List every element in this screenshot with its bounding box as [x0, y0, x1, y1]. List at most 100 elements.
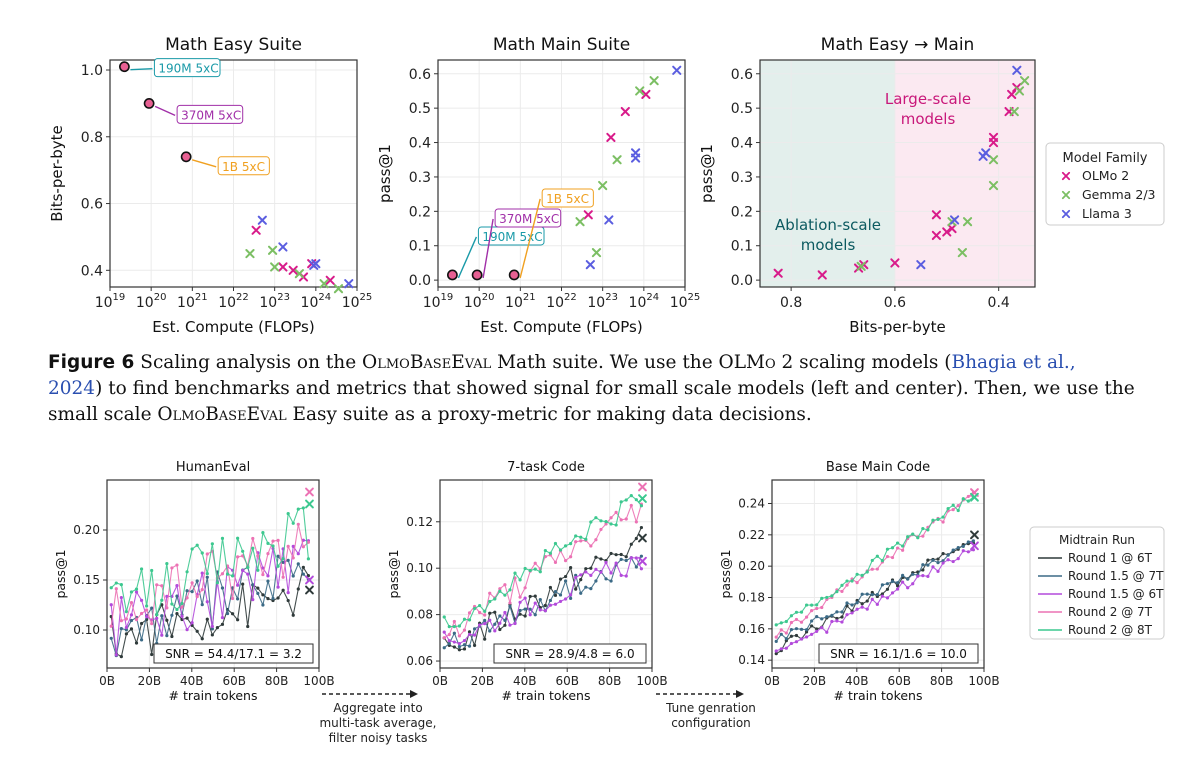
series-point-run_r15_6t: [634, 556, 638, 560]
series-point-run_r2_7t: [604, 522, 608, 526]
series-point-run_r2_8t: [574, 534, 578, 538]
y-axis-label: pass@1: [698, 144, 716, 203]
point-gemma: [294, 269, 304, 279]
series-point-run_r2_8t: [124, 610, 129, 614]
series-point-run_r1_6t: [810, 624, 814, 628]
series-point-run_r2_7t: [815, 606, 819, 611]
x-tick-label-0: 1019: [423, 292, 454, 311]
series-point-run_r2_7t: [614, 510, 618, 514]
series-point-run_r15_7t: [236, 597, 240, 601]
point-olmo: [817, 270, 827, 280]
series-point-run_r2_8t: [139, 567, 144, 571]
x-tick-label-1: 20B: [471, 674, 495, 688]
series-point-run_r15_7t: [150, 606, 154, 610]
series-point-run_r2_8t: [825, 595, 829, 600]
series-point-run_r2_8t: [205, 571, 209, 576]
final-marker-run_r2_8t: [305, 499, 314, 509]
series-point-run_r1_6t: [291, 613, 295, 617]
x-tick-label-4: 80B: [930, 674, 954, 688]
x-tick-label-2: 0.4: [988, 295, 1010, 311]
series-point-run_r2_8t: [921, 526, 925, 531]
series-point-run_r15_7t: [966, 540, 970, 544]
series-point-run_r2_8t: [119, 583, 123, 587]
point-llama: [949, 215, 960, 225]
series-point-run_r15_7t: [190, 589, 194, 594]
series-point-run_r15_7t: [619, 557, 623, 561]
series-point-run_r15_7t: [553, 589, 558, 594]
series-point-run_r15_6t: [916, 574, 920, 578]
series-point-run_r1_6t: [165, 618, 169, 622]
series-point-run_r2_8t: [789, 614, 794, 618]
caption-smallcaps-1: OlmoBaseEval: [362, 352, 492, 373]
series-point-run_r15_6t: [180, 614, 184, 618]
series-point-run_r2_7t: [160, 584, 164, 588]
caption-citation-year[interactable]: 2024: [48, 378, 96, 399]
x-tick-label-2: 1021: [177, 292, 208, 311]
series-point-run_r15_6t: [286, 591, 290, 595]
series-point-run_r2_7t: [281, 575, 285, 579]
series-point-run_r15_6t: [513, 621, 517, 626]
point-llama: [916, 260, 926, 270]
series-point-run_r1_6t: [548, 585, 553, 590]
caption-text-3: 2 scaling models (: [775, 352, 952, 373]
series-point-run_r15_7t: [296, 562, 300, 566]
x-tick-label-5: 1024: [301, 292, 332, 311]
x-tick-label-3: 60B: [555, 674, 579, 688]
series-point-run_r2_8t: [286, 511, 290, 516]
series-point-run_r15_7t: [170, 613, 174, 617]
series-point-run_r2_7t: [175, 563, 179, 567]
series-point-run_r1_6t: [926, 558, 930, 562]
y-tick-label-2: 0.8: [81, 130, 103, 146]
series-point-run_r2_7t: [563, 559, 568, 563]
annotation-label: 1B 5xC: [222, 160, 265, 174]
series-point-run_r15_6t: [614, 561, 618, 565]
point-gemma: [988, 155, 999, 165]
y-tick-label-4: 0.22: [738, 528, 765, 542]
series-point-run_r2_7t: [820, 605, 824, 610]
series-point-run_r15_7t: [799, 627, 804, 631]
series-point-run_r15_6t: [442, 630, 446, 634]
series-line-run_r15_6t: [443, 557, 642, 645]
series-point-run_r2_8t: [951, 503, 955, 507]
series-point-run_r15_6t: [830, 619, 834, 624]
series-point-run_r2_7t: [569, 555, 573, 559]
point-gemma: [856, 261, 866, 271]
chart-title: 7-task Code: [507, 460, 585, 475]
series-point-run_r2_7t: [784, 631, 788, 635]
series-point-run_r2_8t: [845, 579, 849, 583]
series-point-run_r2_8t: [956, 508, 960, 513]
series-point-run_r2_7t: [794, 617, 799, 622]
caption-citation-authors[interactable]: Bhagia et al.,: [951, 352, 1076, 373]
series-point-run_r2_8t: [296, 507, 300, 511]
series-point-run_r1_6t: [472, 643, 477, 647]
point-gemma: [575, 217, 585, 227]
series-point-run_r2_7t: [452, 619, 456, 624]
series-point-run_r15_6t: [926, 574, 930, 579]
series-point-run_r15_6t: [794, 640, 799, 644]
x-tick-label-4: 1023: [587, 292, 618, 311]
series-point-run_r1_6t: [246, 624, 250, 629]
series-point-run_r15_7t: [604, 577, 608, 581]
series-point-run_r1_6t: [639, 525, 644, 530]
series-point-run_r15_6t: [129, 613, 134, 617]
y-tick-label-2: 0.20: [73, 523, 100, 537]
series-point-run_r1_6t: [498, 627, 502, 632]
series-point-run_r15_6t: [840, 620, 844, 624]
series-point-run_r2_8t: [815, 603, 819, 607]
series-line-run_r2_8t: [110, 507, 309, 615]
series-point-run_r15_6t: [594, 567, 598, 571]
point-llama: [672, 65, 682, 75]
series-point-run_r15_6t: [457, 641, 462, 646]
point-gemma: [1014, 86, 1025, 96]
series-point-run_r15_7t: [875, 593, 879, 597]
series-point-run_r15_6t: [956, 557, 960, 561]
series-point-run_r15_7t: [624, 558, 628, 563]
series-point-run_r2_7t: [895, 546, 900, 550]
series-point-run_r15_6t: [261, 566, 265, 570]
series-point-run_r15_6t: [825, 630, 829, 634]
point-gemma: [1009, 106, 1019, 117]
caption-label: Figure 6: [48, 352, 135, 373]
x-tick-label-4: 1023: [259, 292, 290, 311]
series-point-run_r2_8t: [195, 543, 199, 547]
